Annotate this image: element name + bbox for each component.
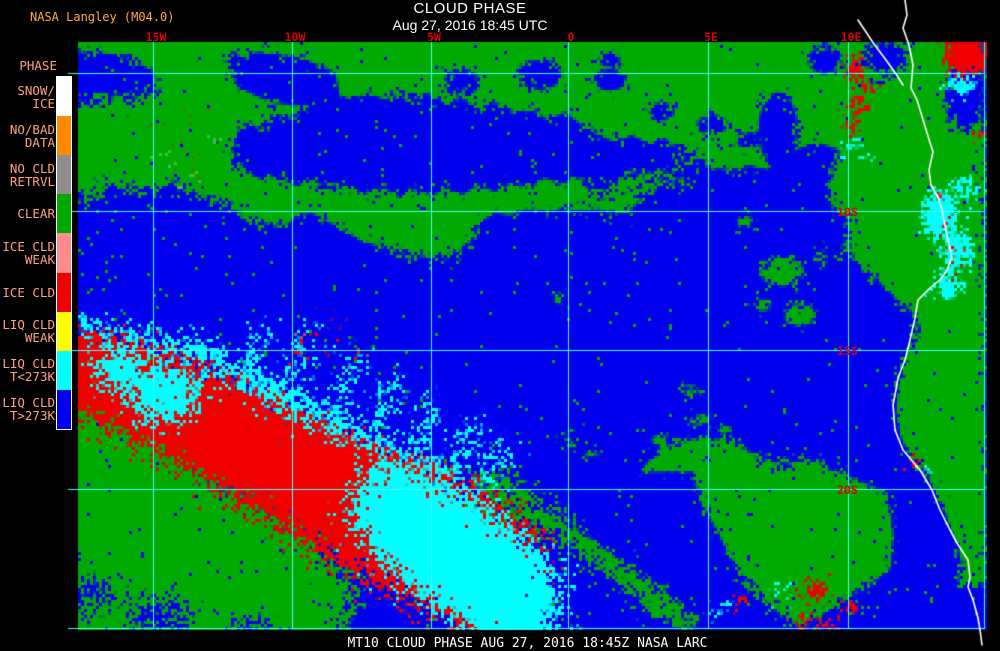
legend-title: PHASE bbox=[19, 58, 57, 73]
lat-label-20s: 20S bbox=[837, 483, 858, 497]
legend-label-7: LIQ CLD T<273K bbox=[2, 356, 55, 384]
legend-swatch-1 bbox=[57, 116, 71, 155]
lon-label-0: 0 bbox=[567, 30, 575, 44]
legend-label-0: SNOW/ ICE bbox=[17, 83, 55, 111]
lon-label-10w: 10W bbox=[284, 30, 306, 44]
legend-swatch-4 bbox=[57, 233, 71, 273]
lat-label-10s: 10S bbox=[837, 205, 858, 219]
legend-swatch-0 bbox=[57, 77, 71, 116]
legend-swatch-3 bbox=[57, 194, 71, 233]
legend-label-6: LIQ CLD WEAK bbox=[2, 317, 55, 345]
legend-label-1: NO/BAD DATA bbox=[9, 122, 55, 150]
page-title: CLOUD PHASE bbox=[413, 0, 527, 17]
legend-label-2: NO CLD RETRVL bbox=[9, 161, 55, 189]
footer-bar: MT10 CLOUD PHASE AUG 27, 2016 18:45Z NAS… bbox=[347, 636, 708, 651]
legend-color-bar bbox=[57, 77, 71, 429]
watermark: NASA Langley (M04.0) bbox=[30, 10, 175, 24]
cloud-phase-map-canvas bbox=[68, 0, 987, 650]
legend-swatch-8 bbox=[57, 390, 71, 429]
legend-label-8: LIQ CLD T>273K bbox=[2, 395, 55, 423]
lon-label-10e: 10E bbox=[840, 30, 862, 44]
phase-legend: PHASE SNOW/ ICE NO/BAD DATA NO CLD RETRVL C… bbox=[0, 0, 78, 650]
legend-label-3: CLEAR bbox=[17, 206, 55, 221]
lat-label-15s: 15S bbox=[837, 344, 858, 358]
lon-label-15w: 15W bbox=[145, 30, 167, 44]
legend-label-5: ICE CLD bbox=[2, 285, 55, 300]
page-subtitle: Aug 27, 2016 18:45 UTC bbox=[392, 17, 548, 33]
lon-label-5e: 5E bbox=[704, 30, 718, 44]
legend-swatch-2 bbox=[57, 155, 71, 194]
legend-label-4: ICE CLD WEAK bbox=[2, 239, 55, 267]
legend-swatch-7 bbox=[57, 351, 71, 390]
legend-swatch-6 bbox=[57, 312, 71, 351]
lon-label-5w: 5W bbox=[427, 30, 441, 44]
legend-swatch-5 bbox=[57, 273, 71, 312]
title-block: CLOUD PHASE Aug 27, 2016 18:45 UTC bbox=[0, 0, 940, 33]
